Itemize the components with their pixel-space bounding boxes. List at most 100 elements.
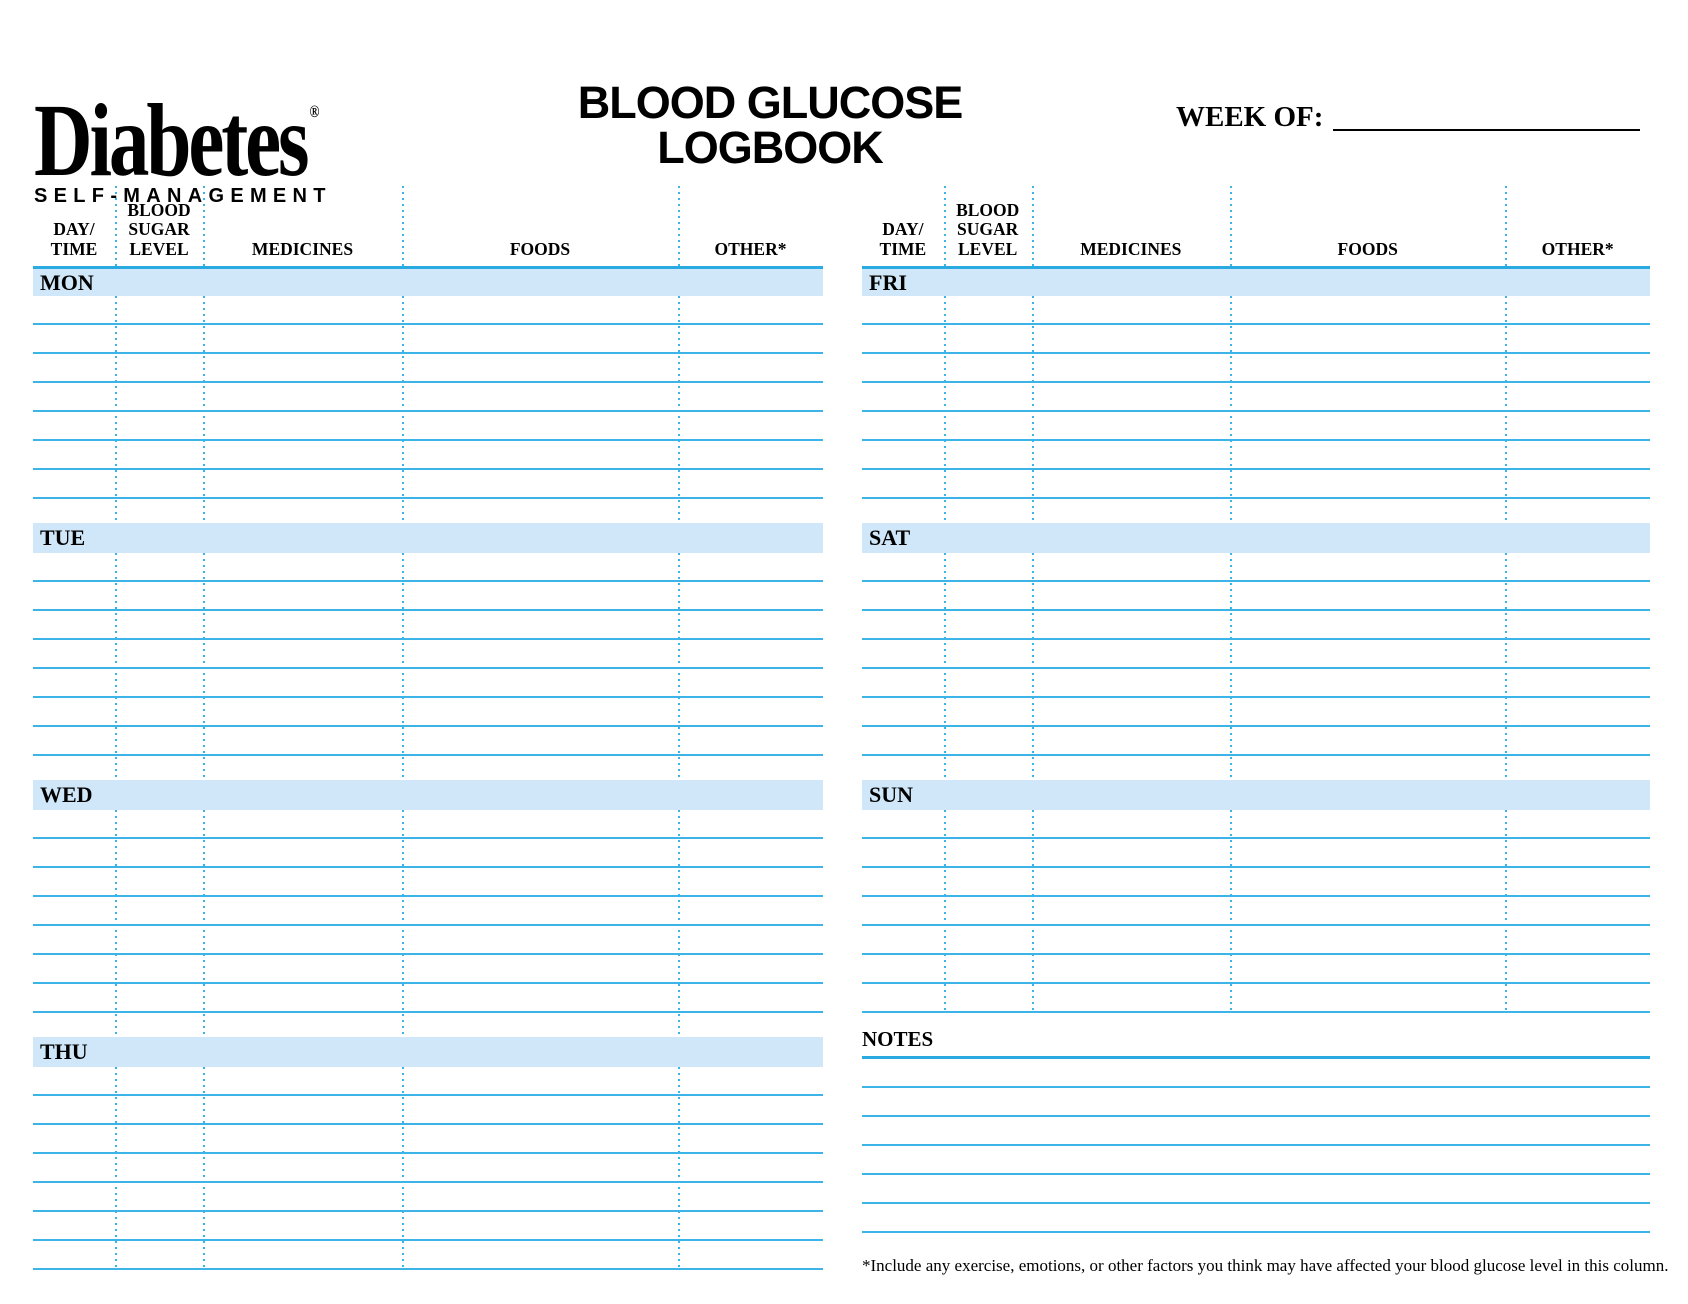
log-entry-row [862, 926, 1650, 955]
log-entry-row [33, 1096, 823, 1125]
day-row-header-sun: SUN [862, 780, 1650, 810]
column-header-line: LEVEL [958, 238, 1018, 259]
log-entry-row [33, 1212, 823, 1241]
log-entry-row [33, 1241, 823, 1270]
column-header-line: FOODS [509, 238, 571, 259]
log-entry-row [862, 611, 1650, 640]
page-title-line1: BLOOD GLUCOSE [577, 77, 964, 128]
column-header-line: DAY/ [882, 219, 924, 239]
log-entry-row [862, 955, 1650, 984]
column-separator-line [203, 296, 205, 523]
column-separator-line [1505, 810, 1508, 1013]
log-entry-row [33, 1154, 823, 1183]
day-row-header-sat: SAT [862, 523, 1650, 553]
column-separator-line [402, 553, 404, 780]
section-spacer [33, 499, 823, 523]
log-entry-row [862, 383, 1650, 412]
notes-title: NOTES [862, 1026, 1650, 1059]
column-separator-line [1505, 553, 1508, 780]
log-entry-row [33, 1125, 823, 1154]
column-header-foods: FOODS [402, 186, 678, 266]
column-header-line: MEDICINES [251, 238, 354, 259]
notes-section: NOTES *Include any exercise, emotions, o… [862, 1013, 1668, 1276]
section-spacer [862, 499, 1650, 523]
log-entry-row [862, 412, 1650, 441]
column-separator-line [678, 553, 681, 780]
log-rows-wed [33, 810, 823, 1037]
column-header-row: DAY/TIME BLOOD SUGAR LEVEL MEDICINES FOODS OTH… [862, 186, 1650, 266]
log-rows-thu [33, 1067, 823, 1270]
log-entry-row [862, 441, 1650, 470]
log-entry-row [33, 984, 823, 1013]
log-entry-row [862, 640, 1650, 669]
column-separator-line [402, 810, 404, 1037]
log-entry-row [33, 553, 823, 582]
glucose-log-table-right: DAY/TIME BLOOD SUGAR LEVEL MEDICINES FOODS OTH… [862, 186, 1650, 1013]
column-header-day-time: DAY/TIME [33, 186, 115, 266]
column-separator-line [943, 553, 946, 780]
column-header-line: TIME [879, 238, 927, 259]
section-spacer [33, 756, 823, 780]
column-header-line: LEVEL [129, 238, 189, 259]
logo-tagline: SELF-MANAGEMENT [34, 185, 332, 207]
notes-line [862, 1175, 1650, 1204]
column-separator-line [1031, 810, 1034, 1013]
log-rows-fri [862, 296, 1650, 523]
page-title: BLOOD GLUCOSE LOGBOOK [545, 80, 995, 170]
column-header-line: DAY/ [53, 219, 95, 239]
column-separator-line [402, 296, 404, 523]
log-entry-row [33, 441, 823, 470]
column-separator-line [115, 186, 117, 266]
diabetes-logo: Diabetes ® SELF-MANAGEMENT [34, 74, 400, 208]
day-row-header-mon: MON [33, 266, 823, 296]
column-header-line: FOODS [1337, 238, 1398, 259]
log-entry-row [33, 296, 823, 325]
column-separator-line [115, 296, 117, 523]
log-entry-row [862, 582, 1650, 611]
column-header-line: OTHER* [714, 238, 787, 259]
log-entry-row [33, 926, 823, 955]
column-separator-line [115, 810, 117, 1037]
log-entry-row [33, 383, 823, 412]
log-entry-row [862, 296, 1650, 325]
log-entry-row [33, 470, 823, 499]
column-separator-line [1031, 553, 1034, 780]
log-entry-row [33, 955, 823, 984]
week-of-label: WEEK OF: [1176, 101, 1324, 133]
notes-line [862, 1204, 1650, 1233]
log-entry-row [862, 553, 1650, 582]
column-header-line: BLOOD [956, 199, 1020, 220]
column-separator-line [115, 553, 117, 780]
column-header-medicines: MEDICINES [1032, 186, 1230, 266]
log-entry-row [33, 354, 823, 383]
day-row-header-fri: FRI [862, 266, 1650, 296]
column-header-line: SUGAR [128, 219, 190, 239]
day-row-header-wed: WED [33, 780, 823, 810]
column-separator-line [203, 1067, 205, 1270]
column-separator-line [1031, 186, 1034, 266]
column-header-line: SUGAR [957, 219, 1019, 239]
column-header-line: TIME [50, 238, 98, 259]
week-of-field: WEEK OF: [1176, 100, 1640, 134]
column-separator-line [402, 186, 404, 266]
column-header-foods: FOODS [1230, 186, 1505, 266]
day-row-header-tue: TUE [33, 523, 823, 553]
log-entry-row [33, 582, 823, 611]
column-header-row: DAY/TIME BLOOD SUGAR LEVEL MEDICINES FOODS OTH… [33, 186, 823, 266]
log-entry-row [33, 1183, 823, 1212]
section-spacer [862, 756, 1650, 780]
column-separator-line [678, 186, 681, 266]
log-entry-row [862, 325, 1650, 354]
log-entry-row [862, 839, 1650, 868]
column-separator-line [943, 186, 946, 266]
column-separator-line [203, 810, 205, 1037]
column-header-line: MEDICINES [1080, 238, 1182, 259]
column-separator-line [203, 186, 205, 266]
logo-wordmark: Diabetes ® [34, 74, 319, 193]
page-title-line2: LOGBOOK [657, 122, 884, 173]
log-entry-row [862, 470, 1650, 499]
column-separator-line [115, 1067, 117, 1270]
column-separator-line [943, 296, 946, 523]
log-entry-row [862, 810, 1650, 839]
